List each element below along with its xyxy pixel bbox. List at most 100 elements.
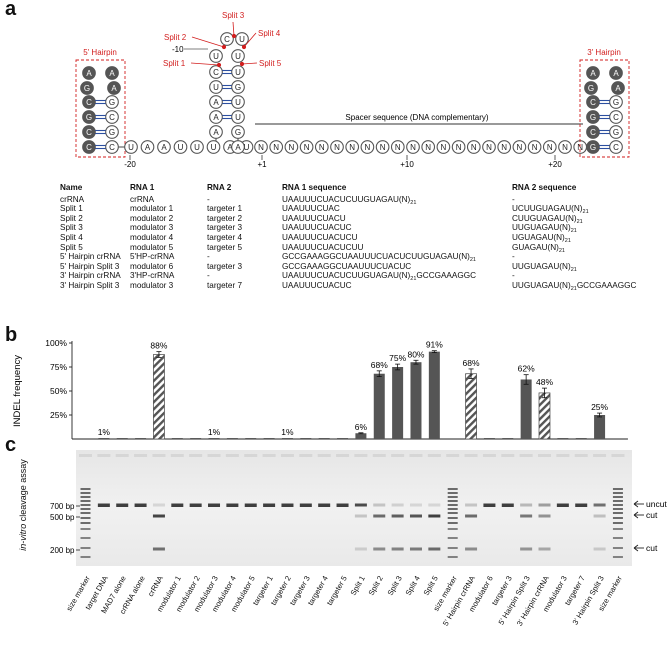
stem-left-1-circle [209,110,223,124]
hp3-nt-1-letter: A [613,69,619,78]
cell-rna1-sequence-subscript: 21 [410,276,417,283]
cell-rna1: modulator 2 [130,213,174,223]
linker-nt-1: A [140,140,155,154]
cell-rna1: modulator 4 [130,232,174,242]
uncut-band-2 [116,503,129,507]
spacer-nt-5-letter: N [334,143,340,152]
hp5-left-0-circle [82,95,96,109]
ladder-band-29-9 [612,528,623,530]
hp5-left-3-letter: C [86,143,92,152]
gel-well-18 [409,454,423,457]
cell-rna1-sequence-subscript: 21 [410,199,417,206]
stem-right-2-circle [231,95,245,109]
gel-well-19 [427,454,441,457]
cut-band-200-17 [391,547,404,551]
spacer-nt-16: N [497,140,512,154]
ladder-band-0-10 [80,537,91,539]
spacer-nt-10: N [406,140,420,154]
stem-right-4-circle [231,65,245,79]
hp3-right-1-letter: C [613,113,619,122]
linker-nt-3: U [173,140,188,154]
header-rna2: RNA 2 [207,183,232,192]
uncut-band-27 [575,503,588,507]
cut-band-200-19 [428,547,441,551]
spacer-nt-8-letter: N [380,143,386,152]
hp5-right-0: G [105,95,119,109]
cell-rna1-sequence-main: UAAUUUCUACUCUUGUAGAU(N) [282,194,411,204]
stem-left-0: A [209,125,223,139]
linker-nt-7-letter: U [244,143,250,152]
cut-band-500-28 [593,514,606,518]
bar-19 [428,351,440,439]
uncut-band-3 [134,503,147,507]
hp3-right-3: C [609,140,623,154]
bar-22 [483,438,495,440]
ladder-band-29-7 [612,517,623,519]
uncut-band-26 [556,503,569,507]
spacer-nt-7-circle [360,140,375,154]
bar-25 [538,392,551,440]
stem-right-4-letter: U [235,68,241,77]
spacer-nt-19: N [542,140,557,154]
hp3-nt-2: G [584,81,598,95]
table-row: Split 5 modulator 5 targeter 5 UAAUUUCUACUC… [60,243,652,254]
uncut-band-11 [281,503,294,507]
spacer-nt-7-letter: N [365,143,371,152]
uncut-band-16 [373,503,386,507]
data-label-0: 1% [98,427,111,437]
y-tick-label-100: 100% [45,338,67,348]
hp5-right-1: C [105,110,119,124]
cut-band-500-16 [373,514,386,518]
hp3-right-1-circle [609,110,623,124]
gel-well-25 [538,454,551,457]
table-row: 5' Hairpin Split 3 modulator 6 targeter 3 G… [60,261,652,273]
data-label-2: 1% [208,427,221,437]
cell-rna2: - [207,252,210,262]
cell-rna2-sequence-main: UUGUAGAU(N) [512,261,571,271]
header-rna1-sequence: RNA 1 sequence [282,183,347,192]
ladder-band-29-8 [612,522,623,524]
split-label-4: Split 4 [258,29,281,38]
bar-5 [171,438,183,440]
cell-name: 3' Hairpin crRNA [60,271,121,281]
ladder-band-20-1 [447,492,458,494]
uncut-band-5 [171,503,184,507]
spacer-nt-4: N [314,140,329,154]
cell-rna2-sequence-main: UUGUAGAU(N) [512,223,571,233]
ladder-band-0-11 [80,547,91,549]
cell-rna1-sequence-main: UAAUUUCUACU [282,213,346,223]
band-arrowhead-1 [633,511,639,519]
spacer-nt-20-circle [558,140,572,154]
spacer-nt-9: N [390,140,405,154]
ladder-band-20-12 [447,556,458,558]
hp3-right-2-circle [609,125,623,139]
loop-nt-2: U [235,32,249,46]
stem-left-4: C [209,65,223,79]
bar-1 [98,438,110,440]
cell-rna1-sequence-subscript: 21 [469,257,476,264]
stem-left-2-letter: A [213,98,219,107]
bar-16 [373,373,385,439]
cell-rna2: targeter 3 [207,223,243,233]
stem-right-3-circle [231,80,245,94]
spacer-nt-1: N [269,140,284,154]
hairpin5-title: 5' Hairpin [83,48,117,57]
uncut-band-8 [226,503,239,507]
gel-background [76,450,632,566]
stem-left-2-circle [209,95,223,109]
cut-band-500-19 [428,514,441,518]
cut-band-500-15 [354,514,367,518]
cut-band-500-17 [391,514,404,518]
ladder-band-20-2 [447,496,458,498]
linker-nt-2-letter: A [161,143,167,152]
cell-name: Split 4 [60,232,83,242]
cell-rna1-sequence-tail: GCCGAAAGGC [416,271,477,281]
gel-well-21 [464,454,478,457]
cell-rna1-sequence: UAAUUUCUACUCUUGUAGAU(N)21 [282,194,512,206]
linker-nt-0-letter: U [128,143,134,152]
stem-base-a: A [231,140,245,154]
bar-10 [263,438,275,440]
cell-rna1: modulator 3 [130,280,174,290]
hp5-nt-1: A [105,66,119,80]
spacer-nt-8-circle [375,140,390,154]
